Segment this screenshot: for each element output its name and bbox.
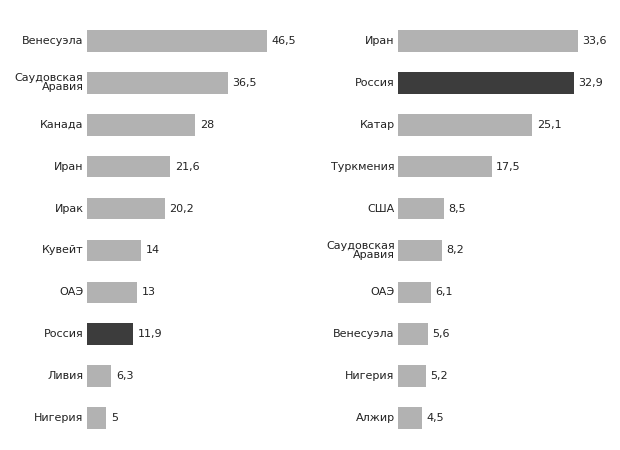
Text: Туркмения: Туркмения xyxy=(331,162,395,171)
Text: 11,9: 11,9 xyxy=(138,329,162,339)
Text: Ирак: Ирак xyxy=(55,203,84,214)
Text: 21,6: 21,6 xyxy=(175,162,200,171)
Bar xyxy=(87,198,165,220)
Text: Венесуэла: Венесуэла xyxy=(333,329,395,339)
Bar xyxy=(398,156,492,177)
Text: Венесуэла: Венесуэла xyxy=(22,36,84,46)
Text: 5,6: 5,6 xyxy=(433,329,450,339)
Text: Саудовская
Аравия: Саудовская Аравия xyxy=(15,73,84,92)
Text: 6,1: 6,1 xyxy=(435,288,453,297)
Text: 17,5: 17,5 xyxy=(496,162,521,171)
Text: 6,3: 6,3 xyxy=(116,371,133,381)
Text: 25,1: 25,1 xyxy=(537,120,562,130)
Bar xyxy=(87,407,107,429)
Text: 14: 14 xyxy=(146,245,160,256)
Bar xyxy=(398,365,426,387)
Text: Катар: Катар xyxy=(360,120,395,130)
Text: 28: 28 xyxy=(200,120,214,130)
Text: 8,5: 8,5 xyxy=(448,203,466,214)
Bar xyxy=(87,324,133,345)
Bar xyxy=(87,282,137,303)
Text: 46,5: 46,5 xyxy=(271,36,296,46)
Text: США: США xyxy=(368,203,395,214)
Text: 36,5: 36,5 xyxy=(232,78,257,88)
Bar xyxy=(398,114,533,135)
Text: Ливия: Ливия xyxy=(47,371,84,381)
Text: Алжир: Алжир xyxy=(355,413,395,423)
Text: Канада: Канада xyxy=(40,120,84,130)
Text: 20,2: 20,2 xyxy=(169,203,194,214)
Bar xyxy=(87,365,112,387)
Bar xyxy=(398,198,444,220)
Text: Нигерия: Нигерия xyxy=(345,371,395,381)
Bar xyxy=(398,30,578,52)
Text: Иран: Иран xyxy=(54,162,84,171)
Text: 33,6: 33,6 xyxy=(582,36,607,46)
Bar xyxy=(398,407,422,429)
Text: 5: 5 xyxy=(111,413,118,423)
Bar xyxy=(398,282,431,303)
Text: 32,9: 32,9 xyxy=(578,78,603,88)
Text: Кувейт: Кувейт xyxy=(42,245,84,256)
Bar xyxy=(87,156,170,177)
Text: 13: 13 xyxy=(142,288,156,297)
Text: ОАЭ: ОАЭ xyxy=(370,288,395,297)
Text: Иран: Иран xyxy=(365,36,395,46)
Bar xyxy=(87,72,228,94)
Bar xyxy=(87,114,195,135)
Bar xyxy=(398,324,428,345)
Bar xyxy=(398,72,574,94)
Bar xyxy=(87,239,141,261)
Text: Россия: Россия xyxy=(43,329,84,339)
Bar xyxy=(87,30,267,52)
Text: Саудовская
Аравия: Саудовская Аравия xyxy=(326,241,395,260)
Text: 5,2: 5,2 xyxy=(430,371,448,381)
Text: Нигерия: Нигерия xyxy=(34,413,84,423)
Bar xyxy=(398,239,442,261)
Text: Россия: Россия xyxy=(355,78,395,88)
Text: 8,2: 8,2 xyxy=(446,245,464,256)
Text: 4,5: 4,5 xyxy=(427,413,445,423)
Text: ОАЭ: ОАЭ xyxy=(59,288,84,297)
